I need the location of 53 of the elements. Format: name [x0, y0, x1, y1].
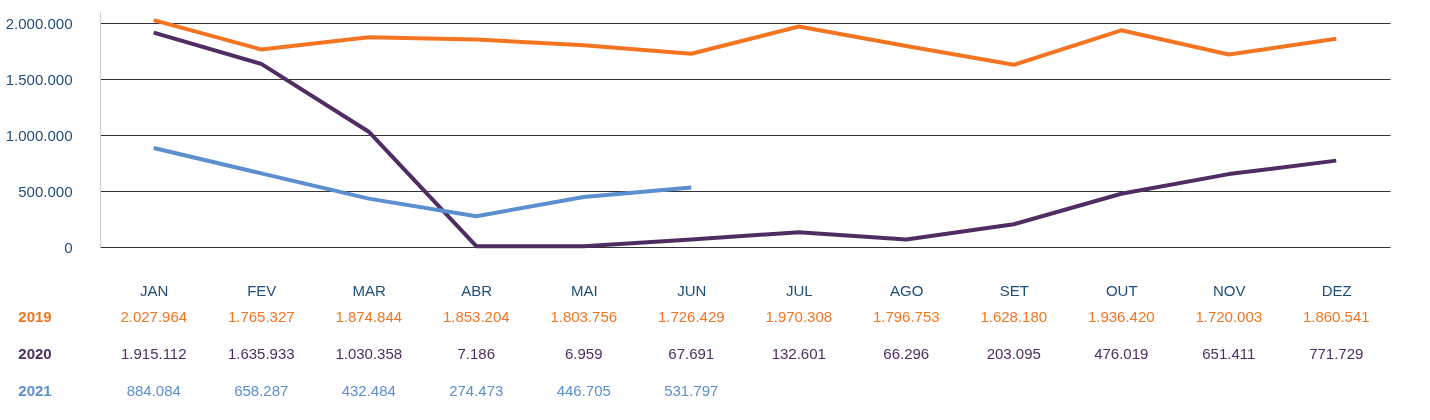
x-tick-label: MAR	[352, 281, 387, 299]
x-tick-label: OUT	[1105, 281, 1138, 299]
y-tick-label: 0	[64, 238, 73, 256]
y-tick-label: 500.000	[18, 182, 73, 200]
x-tick-label: ABR	[461, 281, 493, 299]
data-label: 658.287	[234, 382, 289, 400]
data-label: 1.796.753	[872, 307, 940, 325]
data-label: 1.803.756	[550, 307, 618, 325]
text: 2019	[18, 307, 52, 325]
y-tick-label: 2.000.000	[5, 14, 73, 32]
text: 2020	[18, 345, 52, 362]
data-label: 1.860.541	[1302, 307, 1370, 325]
line-series	[151, 18, 1339, 67]
y-tick-label: 1.500.000	[5, 70, 73, 88]
x-tick-label: JUN	[677, 281, 707, 299]
data-label: 66.296	[883, 345, 930, 362]
data-label: 651.411	[1202, 345, 1256, 362]
text: 2021	[18, 382, 52, 400]
data-label: 771.729	[1309, 345, 1364, 362]
x-tick-label: NOV	[1212, 281, 1246, 299]
x-tick-label: MAI	[570, 281, 598, 299]
data-label: 1.874.844	[335, 307, 403, 325]
data-label: 1.720.003	[1195, 307, 1263, 325]
line-series	[151, 146, 694, 219]
data-label: 1.765.327	[227, 307, 295, 325]
data-label: 67.691	[668, 345, 715, 362]
data-label: 1.628.180	[980, 307, 1048, 325]
data-label: 7.186	[457, 345, 496, 362]
data-label: 274.473	[449, 382, 504, 400]
y-tick-label: 1.000.000	[5, 126, 73, 144]
x-tick-label: AGO	[890, 281, 924, 299]
data-label: 1.915.112	[120, 345, 187, 362]
x-tick-label: SET	[999, 281, 1029, 299]
line-series	[151, 30, 1339, 249]
data-label: 203.095	[986, 345, 1041, 362]
x-tick-label: FEV	[247, 281, 277, 299]
data-label: 531.797	[664, 382, 719, 400]
data-label: 446.705	[556, 382, 611, 400]
data-label: 132.601	[771, 345, 826, 362]
data-label: 884.084	[126, 382, 181, 400]
data-label: 1.030.358	[335, 345, 403, 362]
x-tick-label: JAN	[140, 281, 169, 299]
x-tick-label: JUL	[785, 281, 813, 299]
data-label: 1.726.429	[657, 307, 725, 325]
data-label: 1.853.204	[442, 307, 510, 325]
x-tick-label: DEZ	[1321, 281, 1352, 299]
data-label: 476.019	[1094, 345, 1149, 362]
data-label: 6.959	[564, 345, 603, 362]
data-label: 2.027.964	[120, 307, 188, 325]
data-label: 1.635.933	[227, 345, 295, 362]
data-label: 1.936.420	[1087, 307, 1155, 325]
data-label: 1.970.308	[765, 307, 833, 325]
data-label: 432.484	[341, 382, 396, 400]
